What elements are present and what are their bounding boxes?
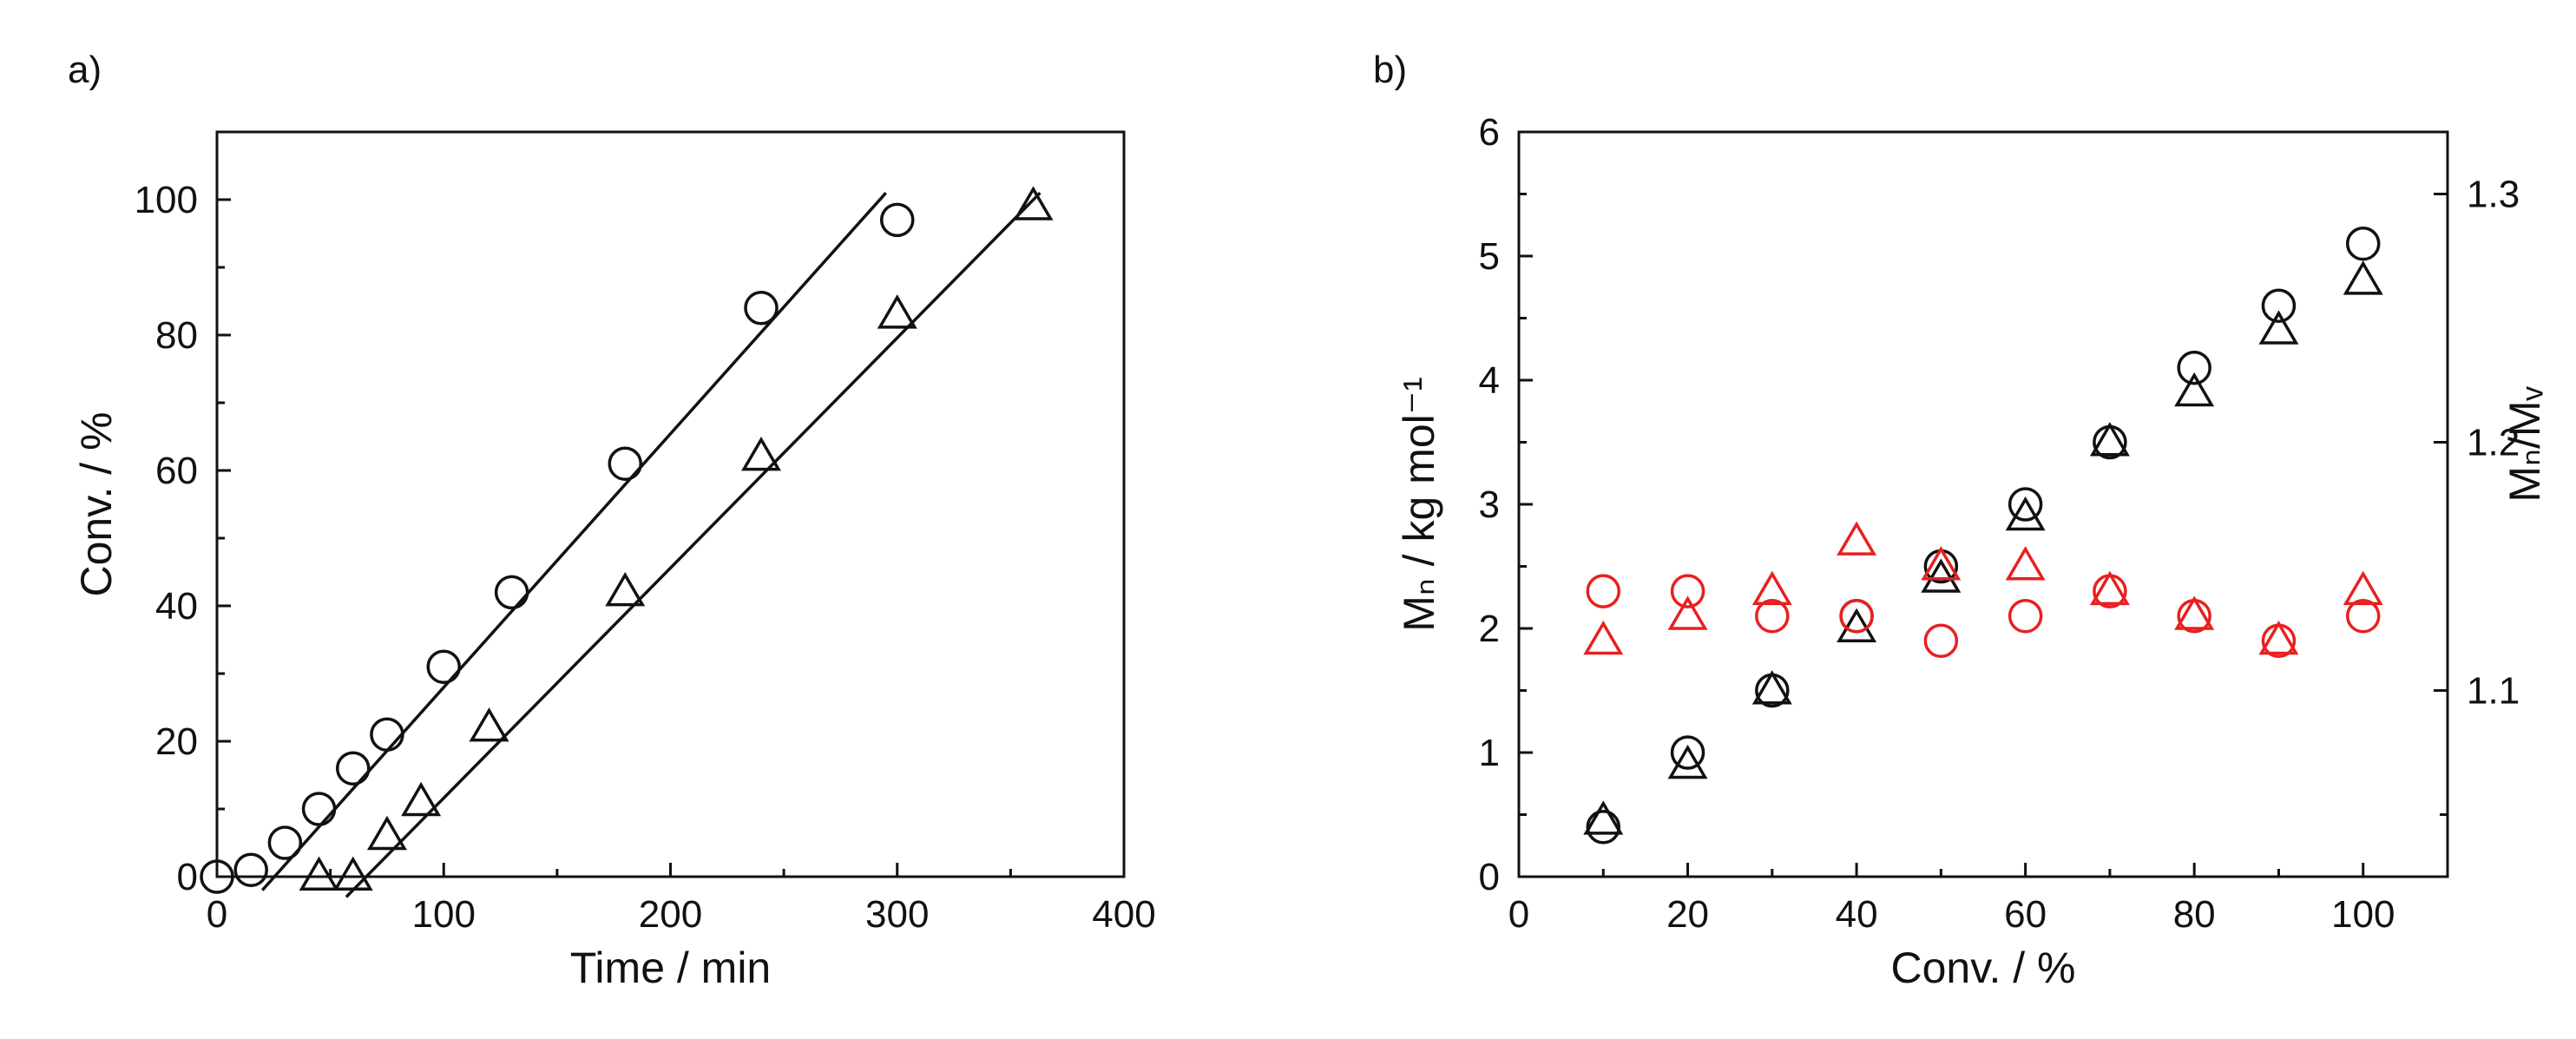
x-tick-label: 400 [1092,893,1155,936]
data-point-triangle [469,707,509,742]
y-tick-label: 40 [155,585,198,628]
y-tick-label: 4 [1479,359,1500,402]
y2-axis-title: Mₙ/Mᵥ [2500,385,2549,502]
y2-tick-label: 1.3 [2467,174,2520,216]
x-tick-label: 300 [865,893,929,936]
y-tick-label: 3 [1479,483,1500,526]
y-tick-label: 2 [1479,608,1500,650]
data-point-circle [426,649,461,684]
chart-b: 0 20 40 60 80 100 0 1 2 3 4 5 6 1.1 1.2 1.3 Conv. / % Mₙ … [1395,111,2549,992]
data-point-circle [1586,574,1621,608]
data-point-triangle [2005,496,2046,531]
panel-b-label: b) [1373,49,1407,91]
data-point-circle [1923,623,1959,659]
data-point-triangle [741,436,781,471]
data-point-triangle [1013,186,1054,220]
data-point-circle [608,446,642,481]
data-point-circle [1839,598,1874,634]
data-point-circle [301,792,337,826]
data-point-triangle [2343,570,2383,606]
data-point-triangle [2343,260,2383,295]
plot-frame [1517,130,2449,878]
y2-tick-label: 1.1 [2467,670,2520,713]
x-tick-label: 0 [1508,893,1529,936]
y-axis-title: Conv. / % [72,411,121,596]
x-tick-label: 40 [1836,893,1878,936]
data-point-triangle [1583,620,1624,655]
data-point-circle [2345,598,2381,634]
y-tick-label: 1 [1479,732,1500,774]
data-point-triangle [401,781,442,817]
panel-a-label: a) [68,49,102,91]
data-point-triangle [1921,558,1962,593]
y-tick-label: 5 [1479,235,1500,278]
data-point-triangle [2089,570,2130,606]
y-tick-label: 0 [1479,856,1500,898]
data-point-triangle [1667,595,1708,630]
data-point-circle [2177,350,2211,385]
data-point-circle [1755,598,1790,634]
data-point-circle [2008,598,2043,634]
x-tick-label: 80 [2173,893,2216,936]
data-point-triangle [1837,521,1877,556]
y-tick-label: 60 [155,450,198,492]
y-tick-label: 0 [177,856,198,898]
data-point-circle [2345,226,2381,261]
x-tick-label: 200 [639,893,702,936]
x-axis-title: Conv. / % [1890,944,2075,992]
x-tick-label: 60 [2004,893,2047,936]
data-point-circle [267,825,303,860]
chart-a: 0 100 200 300 400 0 20 40 60 80 100 Time / min Conv.… [72,130,1156,992]
data-point-circle [1586,810,1621,845]
data-point-circle [336,751,371,786]
data-point-triangle [2258,620,2299,655]
x-tick-label: 100 [412,893,476,936]
data-point-circle [744,291,779,326]
data-point-triangle [605,571,646,607]
data-point-circle [880,202,915,238]
data-point-triangle [1921,546,1962,581]
data-point-circle [494,575,529,610]
data-point-triangle [2005,546,2046,581]
data-point-triangle [2174,372,2215,407]
data-point-triangle [1751,670,1792,705]
data-point-triangle [1751,570,1792,606]
data-point-circle [370,717,404,752]
x-axis-title: Time / min [570,944,772,992]
data-point-circle [1670,735,1705,770]
data-point-triangle [299,856,339,891]
fit-line [260,192,887,891]
x-tick-label: 0 [207,893,227,936]
data-point-circle [1670,574,1705,608]
x-tick-label: 100 [2331,893,2395,936]
y-tick-label: 20 [155,720,198,763]
y2-tick-label: 1.2 [2467,422,2520,464]
y-tick-label: 6 [1479,111,1500,154]
y-tick-label: 80 [155,314,198,357]
data-point-triangle [2258,310,2299,345]
data-point-triangle [877,294,917,329]
y-tick-label: 100 [135,179,198,221]
data-point-circle [233,852,268,887]
data-point-triangle [1667,744,1708,779]
data-point-triangle [1837,608,1877,642]
data-point-circle [2008,487,2043,522]
fit-line [345,191,1042,898]
data-point-circle [200,859,234,894]
data-point-circle [2261,288,2297,323]
data-point-triangle [2174,595,2215,630]
x-tick-label: 20 [1666,893,1709,936]
data-point-triangle [2089,422,2130,457]
data-point-triangle [332,856,373,891]
y-axis-title: Mₙ / kg mol⁻¹ [1395,377,1443,632]
data-point-triangle [366,815,407,851]
data-point-triangle [1583,800,1624,835]
